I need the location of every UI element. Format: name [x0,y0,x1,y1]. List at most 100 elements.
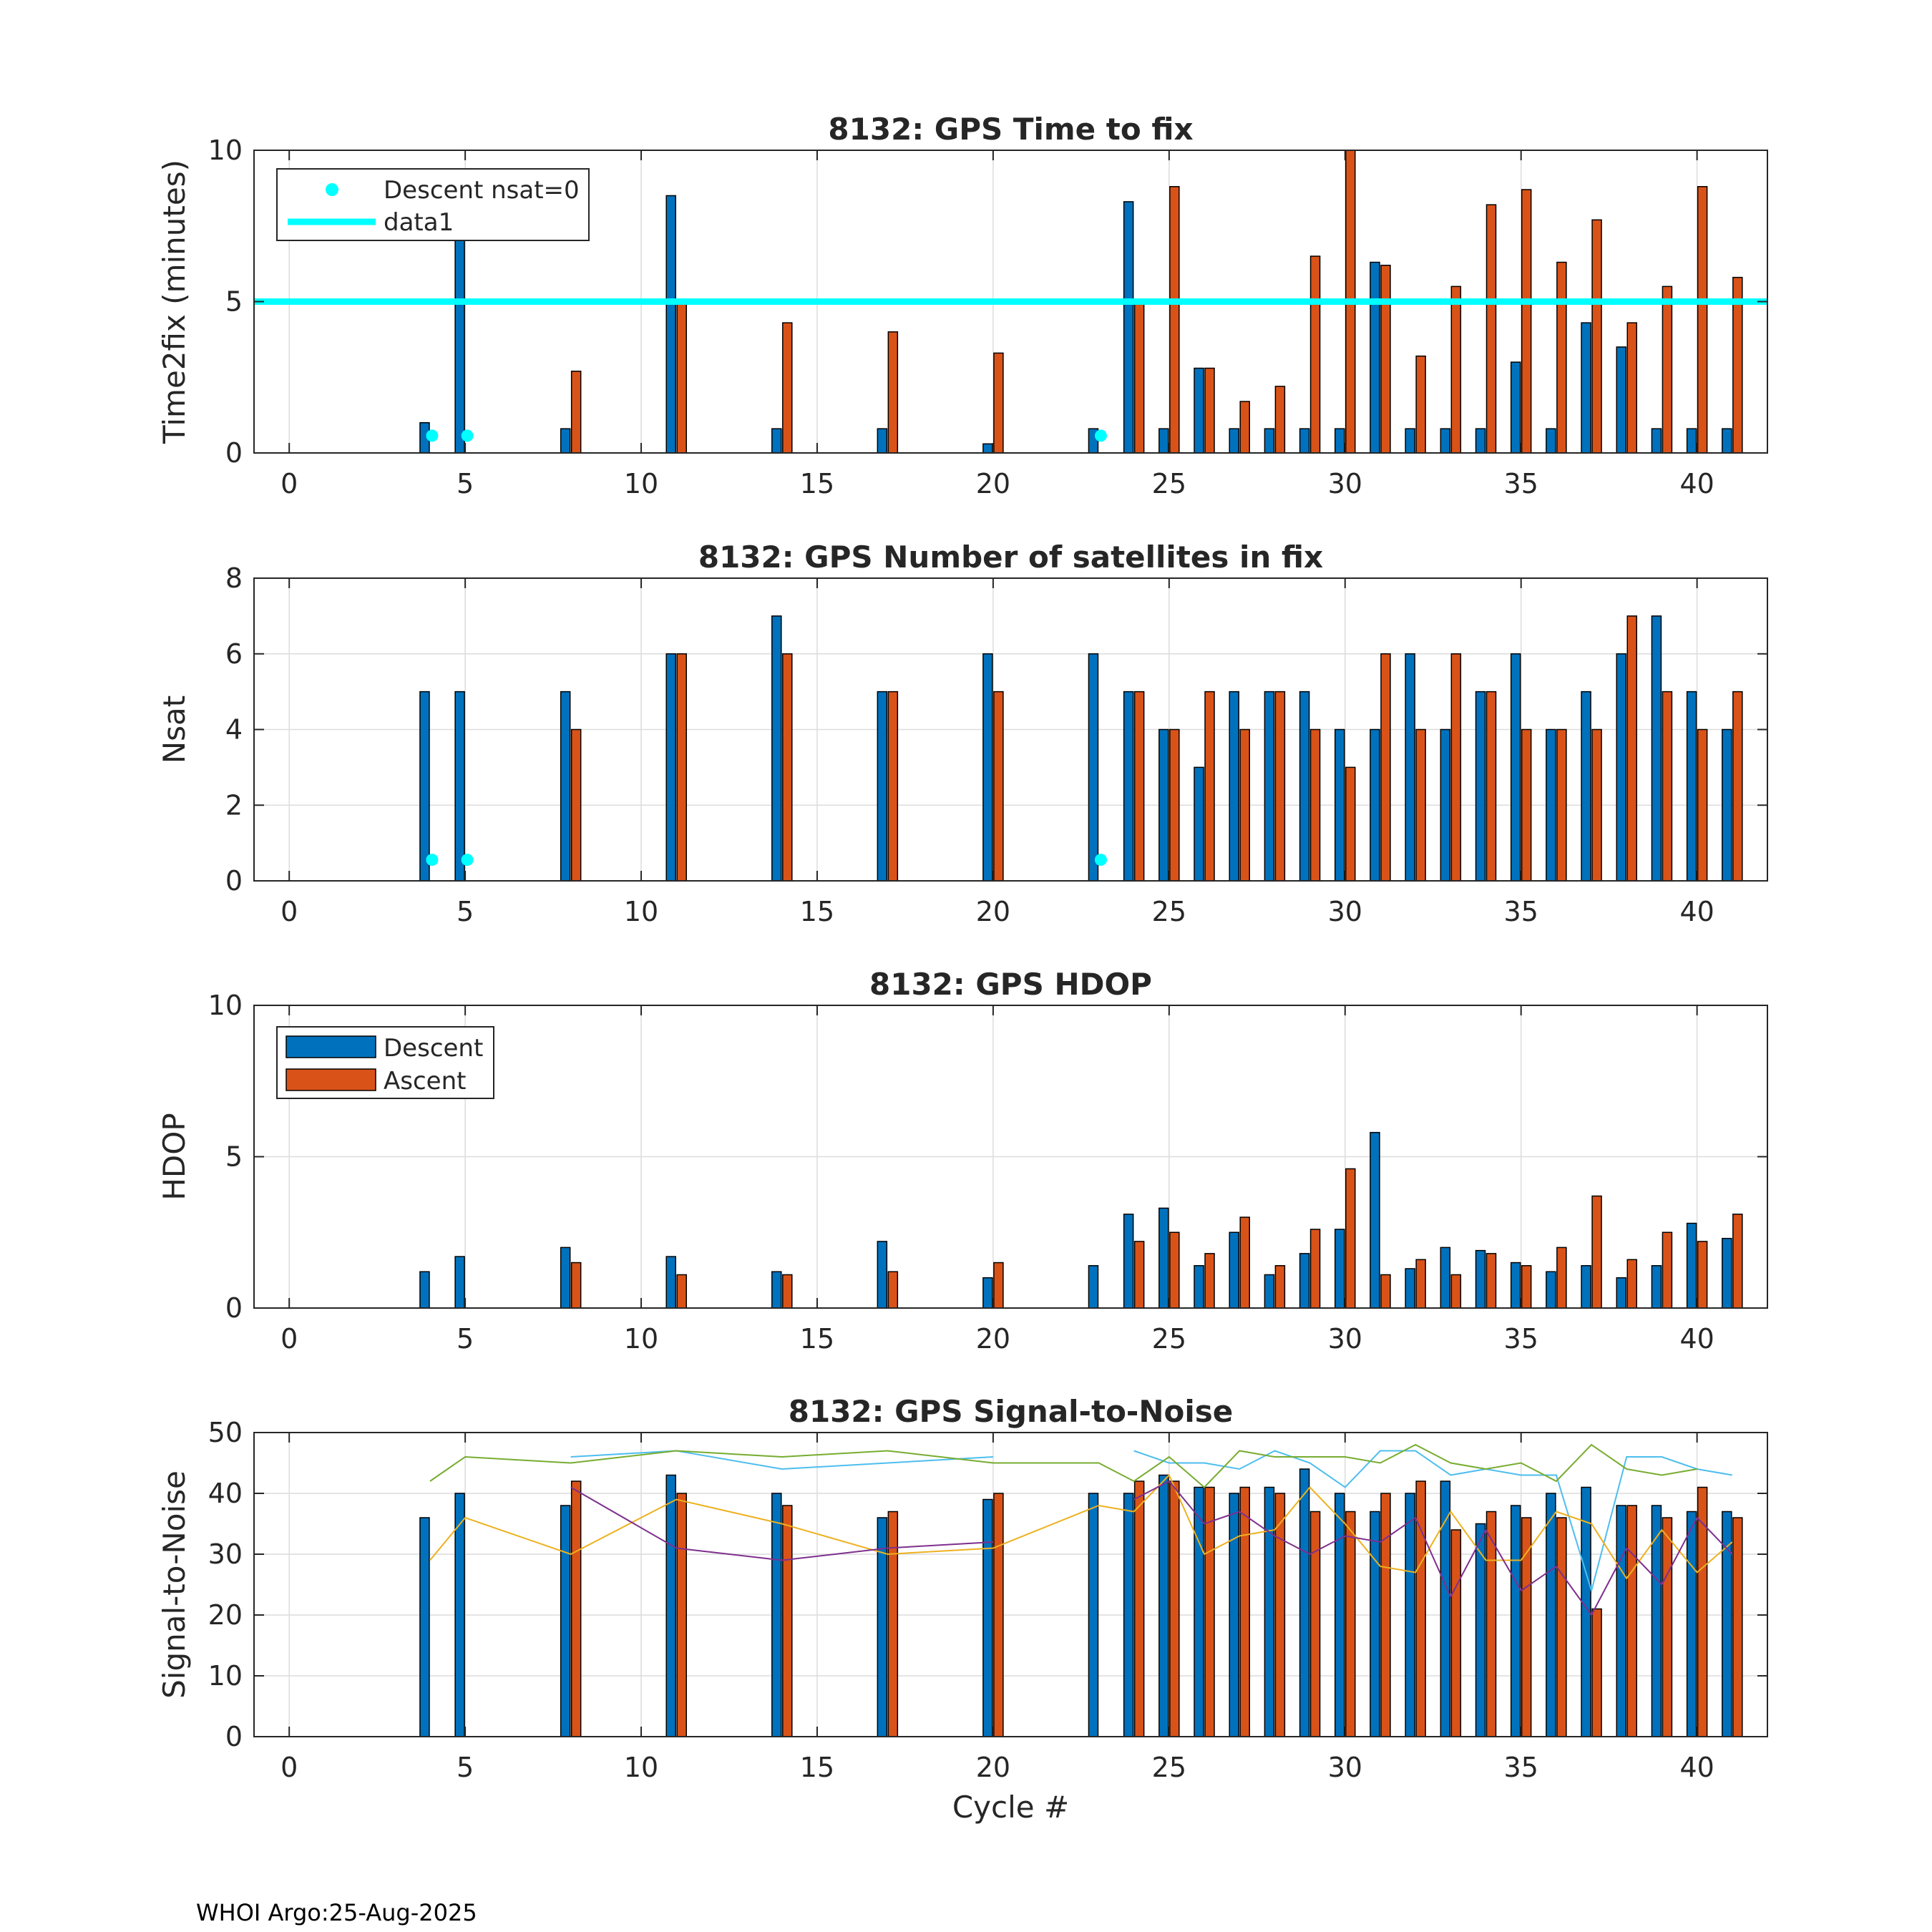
bar-descent [1405,1268,1415,1309]
x-tick-label: 35 [1504,896,1538,927]
bar-descent [1546,428,1556,454]
bar-ascent [1732,1214,1743,1309]
bar-ascent [570,728,582,882]
y-tick-label: 20 [208,1599,243,1631]
bar-ascent [1204,691,1215,882]
bar-descent [1651,1265,1662,1309]
bar-ascent [782,1274,793,1309]
bar-descent [877,428,888,454]
x-tick-label: 15 [800,468,834,499]
bar-descent [1686,428,1697,454]
x-tick-label: 20 [976,896,1010,927]
bar-descent [1299,1253,1310,1309]
bar-descent [877,1517,888,1737]
footer-stamp: WHOI Argo:25-Aug-2025 [196,1899,477,1926]
time-to-fix-panel: 0 5 10 15 20 25 30 35 40 0 5 10 8132: GPS Time to fi… [157,112,1768,499]
x-tick-label: 5 [457,1752,474,1783]
y-tick-label: 5 [225,1141,243,1173]
y-tick-label: 30 [208,1538,243,1570]
bar-descent [1158,728,1169,882]
y-tick-label: 50 [208,1417,243,1448]
snr-line-sat4 [1133,1480,1733,1616]
bar-ascent [1485,1253,1497,1309]
bar-descent [1616,1277,1627,1309]
bar-ascent [1450,653,1462,882]
nsat-zero-marker [1094,429,1107,442]
bar-ascent [1662,1517,1673,1737]
bar-ascent [887,331,899,454]
bar-descent [1123,1214,1134,1309]
bar-descent [1158,1474,1169,1737]
bar-descent [1194,1486,1204,1737]
y-tick-label: 10 [208,1660,243,1692]
bar-ascent [1204,1253,1215,1309]
bar-ascent [1169,1231,1180,1309]
bar-ascent [1521,728,1532,882]
bar-ascent [1450,1274,1462,1309]
bar-descent [1194,1265,1204,1309]
bar-descent [1335,1493,1345,1737]
bar-descent [1194,766,1204,882]
bar-descent [1229,1493,1239,1737]
bar-descent [982,653,993,882]
bar-descent [1264,1274,1275,1309]
bar-ascent [1626,322,1638,454]
bar-descent [1405,1493,1415,1737]
chart-title: 8132: GPS Number of satellites in fix [698,540,1323,575]
bar-descent [1475,1249,1486,1309]
x-tick-label: 35 [1504,468,1538,499]
y-axis-label: Nsat [157,696,192,764]
bar-ascent [676,1493,687,1737]
x-tick-label: 10 [624,468,658,499]
nsat-zero-marker [461,429,474,442]
bar-ascent [1133,301,1145,454]
bar-descent [1123,691,1134,882]
x-tick-label: 30 [1328,896,1362,927]
bar-descent [1546,1271,1556,1309]
bar-ascent [1415,728,1426,882]
y-axis-label: Time2fix (minutes) [157,160,192,444]
y-tick-label: 0 [225,437,243,469]
bar-ascent [1732,1517,1743,1737]
bar-descent [560,1246,571,1309]
y-tick-label: 0 [225,1292,243,1324]
bar-descent [1370,728,1380,882]
bar-descent [771,615,782,882]
bar-descent [1581,691,1591,882]
bar-ascent [1239,1216,1250,1309]
legend-box [276,168,590,241]
x-tick-label: 10 [624,1752,658,1783]
bar-ascent [1662,286,1673,454]
bar-ascent [1556,1246,1567,1309]
bar-descent [665,653,676,882]
x-tick-label: 25 [1152,896,1186,927]
y-tick-label: 0 [225,1721,243,1752]
bar-descent [1088,1493,1099,1737]
bar-ascent [570,1262,582,1309]
bar-descent [1405,428,1415,454]
x-tick-label: 30 [1328,1323,1362,1355]
bar-descent [1158,428,1169,454]
bar-ascent [1274,1493,1286,1737]
bar-ascent [1274,691,1286,882]
snr-panel: 0 5 10 15 20 25 30 35 40 0 10 20 30 40 50 8132: GPS Sig… [157,1394,1768,1825]
bar-descent [771,1271,782,1309]
bar-ascent [993,352,1004,454]
bar-ascent [1380,653,1391,882]
y-tick-label: 4 [225,714,243,746]
x-tick-label: 25 [1152,468,1186,499]
legend-label: data1 [384,208,454,237]
legend-marker-descent-nsat0 [326,183,338,196]
bar-ascent [782,653,793,882]
bar-ascent [1380,1493,1391,1737]
bar-descent [1686,691,1697,882]
bar-ascent [1697,1486,1708,1737]
bar-descent [877,1241,888,1309]
bar-ascent [1521,1517,1532,1737]
bar-ascent [1415,355,1426,454]
x-tick-label: 0 [280,468,298,499]
bar-descent [771,1493,782,1737]
bar-descent [1299,1468,1310,1737]
legend: Descent Ascent [276,1026,494,1099]
x-tick-label: 20 [976,468,1010,499]
